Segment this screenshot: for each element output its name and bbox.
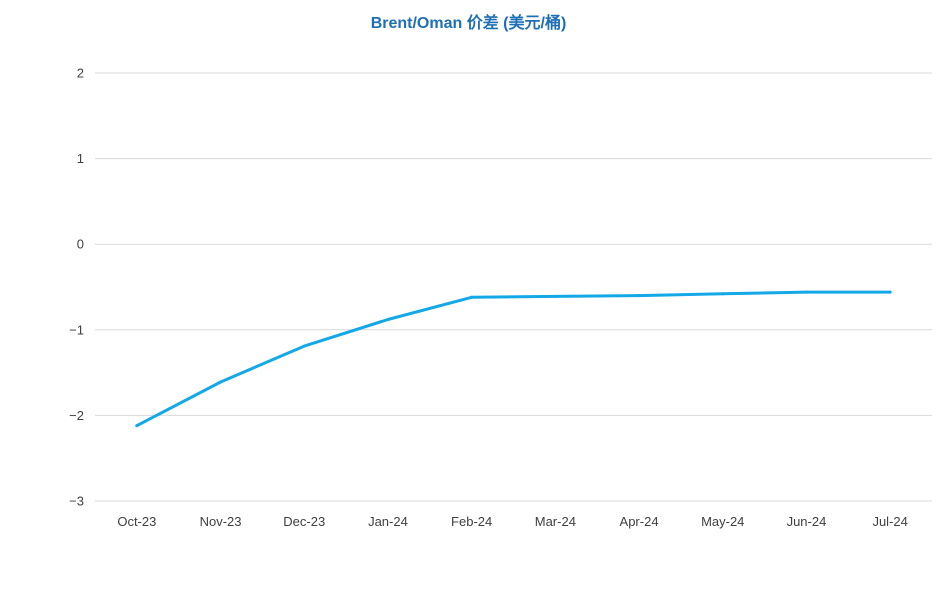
data-point — [470, 295, 474, 299]
x-axis-ticks: Oct-23 Nov-23 Dec-23 Jan-24 Feb-24 Mar-24 Apr-… — [117, 514, 908, 529]
x-tick-label: Apr-24 — [620, 514, 659, 529]
data-point — [804, 290, 808, 294]
x-tick-label: Feb-24 — [451, 514, 492, 529]
data-point — [637, 294, 641, 298]
y-tick-label: 1 — [77, 151, 84, 166]
y-axis-ticks: 2 1 0 −1 −2 −3 — [69, 66, 84, 509]
data-point — [135, 424, 139, 428]
data-point — [386, 318, 390, 322]
data-point — [553, 294, 557, 298]
x-tick-label: Jul-24 — [872, 514, 907, 529]
chart-title: Brent/Oman 价差 (美元/桶) — [370, 15, 567, 32]
y-tick-label: −1 — [69, 322, 84, 337]
x-tick-label: Dec-23 — [283, 514, 325, 529]
x-tick-label: Oct-23 — [117, 514, 156, 529]
x-tick-label: Jun-24 — [787, 514, 827, 529]
x-tick-label: Jan-24 — [368, 514, 408, 529]
data-point — [302, 344, 306, 348]
gridlines — [95, 72, 932, 502]
series-line — [135, 290, 892, 428]
y-tick-label: −2 — [69, 408, 84, 423]
x-tick-label: Nov-23 — [200, 514, 242, 529]
y-tick-label: −3 — [69, 494, 84, 509]
series-layer — [135, 290, 892, 428]
data-point — [219, 380, 223, 384]
x-tick-label: May-24 — [701, 514, 744, 529]
y-tick-label: 0 — [77, 237, 84, 252]
x-tick-label: Mar-24 — [535, 514, 576, 529]
y-tick-label: 2 — [77, 66, 84, 81]
data-point — [888, 290, 892, 294]
data-point — [721, 292, 725, 296]
